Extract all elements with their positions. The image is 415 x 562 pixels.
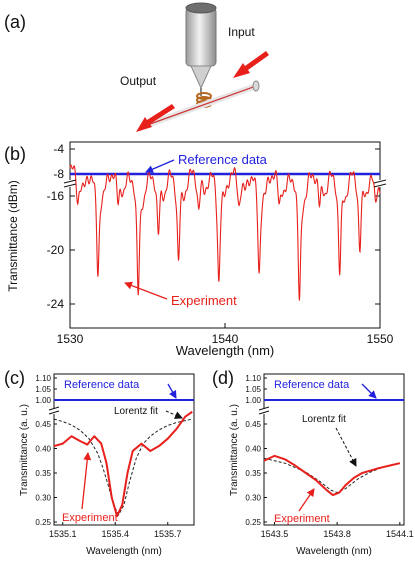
- panel-d-xtick-label: 1543.8: [323, 529, 351, 539]
- panel-c-ylabel: Transmittance (a. u.): [19, 404, 30, 496]
- panel-c-experiment-annotation: Experiment: [62, 512, 118, 524]
- panel-b-ytick-label: -8: [53, 167, 64, 181]
- panel-b-experiment-annotation: Experiment: [171, 293, 237, 308]
- panel-c-series-experiment: [53, 410, 193, 518]
- panel-d-xtick-label: 1543.5: [261, 529, 289, 539]
- panel-b-xtick-label: 1540: [212, 332, 239, 346]
- panel-c-xlabel: Wavelength (nm): [86, 546, 162, 557]
- panel-b-ylabel: Transmittance (dBm): [6, 180, 20, 292]
- panel-c-axis-break: [48, 406, 60, 415]
- input-label: Input: [228, 25, 255, 39]
- panel-c-lorentz-annotation: Lorentz fit: [114, 406, 158, 417]
- panel-d-ytick-label: 0.35: [245, 469, 261, 478]
- fiber-end: [252, 80, 260, 92]
- panel-d-experiment-annotation: Experiment: [274, 513, 330, 525]
- panel-c-experiment-arrow: [81, 452, 92, 510]
- taper-cylinder-top: [185, 2, 217, 14]
- panel-c-frame: [53, 373, 195, 526]
- panel-d-ytick-label: 0.40: [245, 445, 261, 454]
- panel-c: (c) 1.10 1.05 1.00 0.45 0.40 0.35 0.30 0.25 1535…: [4, 368, 195, 557]
- panel-c-ytick-label: 0.25: [35, 518, 51, 527]
- panel-b-axis-break: [63, 179, 387, 188]
- panel-c-ytick-label: 0.45: [35, 420, 51, 429]
- panel-d-series-lorentz: [263, 457, 400, 494]
- taper-cylinder-body: [185, 7, 217, 67]
- panel-b-ytick-label: -20: [47, 243, 65, 257]
- panel-d-plot-area: [263, 399, 404, 497]
- panel-d-reference-arrow: [361, 383, 377, 399]
- panel-d-label: (d): [212, 368, 234, 388]
- panel-d-ytick-label: 1.10: [245, 374, 261, 383]
- panel-d-xtick-label: 1544.1: [386, 529, 414, 539]
- panel-d-reference-annotation: Reference data: [274, 379, 350, 391]
- output-label: Output: [120, 74, 157, 88]
- panel-d-series-experiment: [263, 454, 401, 497]
- panel-c-xtick-label: 1535.7: [154, 529, 182, 539]
- panel-b-reference-annotation: Reference data: [178, 152, 268, 167]
- panel-d-frame: [263, 373, 405, 526]
- panel-d-ytick-label: 0.45: [245, 420, 261, 429]
- panel-b-ytick-label: -24: [47, 297, 65, 311]
- input-arrow-icon: [233, 51, 269, 78]
- panel-d-ylabel: Transmittance (a. u.): [229, 404, 240, 496]
- panel-b-reference-arrow: [145, 159, 175, 173]
- panel-b-experiment-arrow: [124, 281, 168, 300]
- panel-b-ytick-label: -16: [47, 189, 65, 203]
- panel-b-series-experiment: [69, 164, 381, 301]
- panel-b: (b) -4 -8 -16 -20 -24 1530 1540 1550 Transmitta…: [4, 141, 394, 358]
- panel-c-ytick-label: 1.10: [35, 374, 51, 383]
- panel-c-reference-annotation: Reference data: [64, 379, 140, 391]
- setup-illustration: [147, 2, 260, 127]
- panel-d-ytick-label: 1.00: [245, 396, 261, 405]
- panel-d-lorentz-arrow: [335, 427, 357, 467]
- panel-a-label: (a): [4, 12, 26, 32]
- panel-c-ytick-label: 1.00: [35, 396, 51, 405]
- panel-c-reference-arrow: [167, 383, 177, 399]
- panel-d-lorentz-annotation: Lorentz fit: [302, 414, 346, 425]
- taper-tip: [190, 65, 212, 90]
- panel-b-ytick-label: -4: [53, 142, 64, 156]
- panel-b-plot-area: [69, 164, 381, 301]
- panel-d: (d) 1.101.051.000.450.400.350.300.251543…: [212, 368, 414, 557]
- panel-c-ytick-label: 0.40: [35, 445, 51, 454]
- panel-c-lorentz-arrow: [165, 410, 183, 419]
- panel-d-axis-break: [258, 406, 270, 415]
- panel-d-ytick-label: 0.30: [245, 494, 261, 503]
- panel-c-ticks: 1.10 1.05 1.00 0.45 0.40 0.35 0.30 0.25 1535.1 15…: [35, 374, 181, 539]
- output-arrow-icon: [136, 104, 175, 132]
- panel-c-ytick-label: 1.05: [35, 385, 51, 394]
- panel-c-xtick-label: 1535.1: [49, 529, 77, 539]
- panel-c-ytick-label: 0.35: [35, 469, 51, 478]
- panel-c-ytick-label: 0.30: [35, 494, 51, 503]
- panel-c-xtick-label: 1535.4: [101, 529, 129, 539]
- panel-a: (a) Input Output: [4, 2, 269, 132]
- panel-d-ytick-label: 1.05: [245, 385, 261, 394]
- panel-d-xlabel: Wavelength (nm): [296, 546, 372, 557]
- panel-d-ytick-label: 0.25: [245, 518, 261, 527]
- panel-b-xtick-label: 1530: [57, 332, 84, 346]
- panel-c-plot-area: [53, 399, 194, 518]
- panel-d-experiment-arrow: [298, 488, 315, 512]
- fiber-core: [149, 85, 257, 125]
- panel-b-xtick-label: 1550: [367, 332, 394, 346]
- panel-b-xlabel: Wavelength (nm): [176, 343, 275, 358]
- panel-c-label: (c): [4, 368, 25, 388]
- panel-b-label: (b): [4, 144, 26, 164]
